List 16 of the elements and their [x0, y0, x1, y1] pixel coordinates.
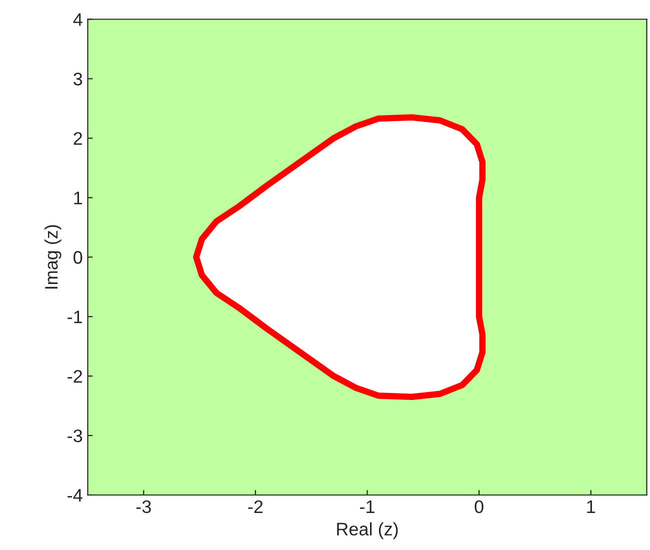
y-tick-label: -1 [68, 310, 82, 324]
x-tick-label: -1 [360, 500, 374, 513]
y-tick-label: 0 [74, 251, 82, 264]
y-tick-label: -2 [68, 370, 82, 383]
x-tick-label: 1 [587, 500, 595, 513]
x-tick-label: -2 [248, 500, 263, 513]
y-tick-label: 4 [73, 13, 82, 26]
x-axis-title: Real (z) [337, 522, 398, 540]
y-axis-title: Imag (z) [44, 225, 62, 289]
y-tick-label: -3 [68, 429, 82, 442]
y-tick-label: 3 [74, 72, 82, 86]
y-tick-label: 1 [74, 192, 82, 204]
x-tick-label: -3 [136, 500, 151, 514]
y-tick-label: -4 [68, 489, 82, 502]
x-tick-label: 0 [474, 500, 484, 514]
y-tick-label: 2 [74, 132, 82, 145]
